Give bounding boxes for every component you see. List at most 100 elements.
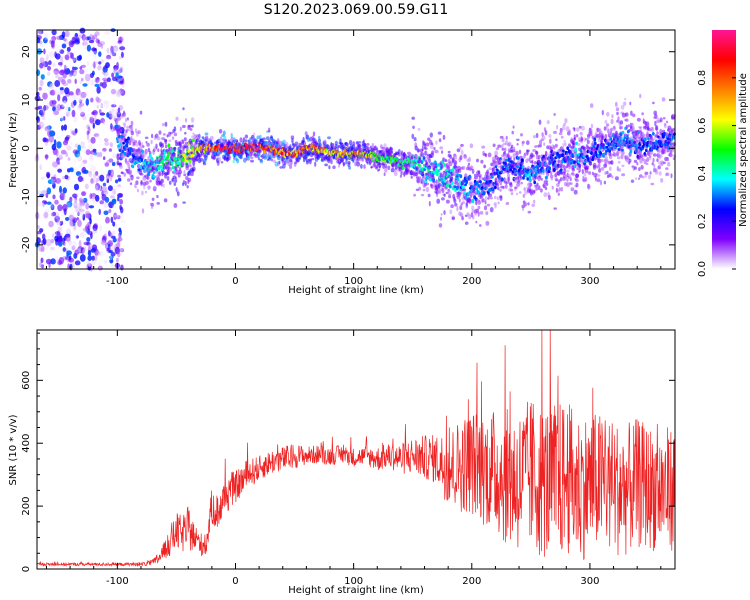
spectrogram-noise-blob — [79, 254, 86, 262]
spectrogram-ridge-halo — [175, 116, 179, 121]
spectrogram-ridge-halo — [363, 164, 366, 169]
spectrogram-ridge-halo — [348, 139, 353, 146]
spectrogram-noise-blob — [92, 62, 97, 69]
spectrogram-ridge-halo — [375, 164, 379, 169]
spectrogram-ridge-halo — [430, 183, 434, 189]
spectrogram-ridge-halo — [625, 118, 629, 122]
spectrogram-noise-blob — [62, 72, 67, 79]
spectrogram-ridge-core — [140, 157, 144, 162]
spectrogram-noise-blob — [66, 145, 72, 151]
spectrogram-noise-blob — [115, 257, 119, 263]
spectrogram-noise-blob — [52, 99, 57, 107]
spectrogram-ridge-halo — [499, 195, 503, 201]
spectrogram-ridge-halo — [585, 165, 590, 170]
spectrogram-ridge-halo — [485, 211, 489, 216]
spectrogram-noise-blob — [58, 154, 63, 160]
spectrogram-noise-blob — [39, 43, 45, 48]
spectrogram-noise-blob — [39, 216, 44, 220]
spectrogram-ridge-halo — [580, 125, 585, 131]
spectrogram-ridge-halo — [460, 143, 464, 147]
spectrogram-noise-blob — [119, 66, 124, 73]
spectrogram-noise-blob — [120, 51, 124, 59]
spectrogram-noise-blob — [67, 168, 71, 173]
spectrogram-ridge-halo — [507, 176, 510, 182]
spectrogram-ridge-halo — [600, 180, 602, 186]
spectrogram-noise-blob — [51, 29, 57, 36]
spectrogram-ridge-core — [127, 136, 130, 141]
spectrogram-ridge-halo — [378, 165, 382, 169]
spectrogram-ridge-halo — [182, 124, 186, 129]
spectrogram-noise-blob — [109, 142, 113, 148]
spectrogram-ridge-halo — [262, 137, 266, 141]
spectrogram-noise-blob — [66, 202, 71, 208]
spectrogram-noise-blob — [78, 95, 82, 101]
spectrogram-noise-blob — [89, 116, 95, 124]
spectrogram-noise-blob — [112, 204, 117, 209]
spectrogram-ridge-halo — [572, 142, 576, 148]
spectrogram-ridge-halo — [557, 192, 560, 196]
spectrogram-noise-blob — [89, 97, 95, 103]
spectrogram-ridge-halo — [516, 143, 519, 146]
spectrogram-ridge-halo — [358, 141, 362, 144]
spectrogram-noise-blob — [60, 114, 64, 121]
spectrogram-ridge-halo — [537, 154, 541, 160]
spectrogram-noise-blob — [84, 40, 89, 48]
spectrogram-noise-blob — [50, 203, 54, 209]
spectrogram-ridge-halo — [525, 149, 530, 153]
spectrogram-ridge-halo — [485, 190, 487, 194]
spectrogram-noise-blob — [90, 78, 95, 86]
spectrogram-ridge-halo — [581, 168, 584, 175]
spectrogram-noise-blob — [72, 209, 76, 213]
spectrogram-ridge-halo — [293, 163, 297, 167]
spectrogram-ridge-halo — [128, 140, 132, 146]
spectrogram-noise-blob — [37, 230, 42, 235]
spectrogram-ridge-core — [176, 160, 180, 165]
spectrogram-ridge-halo — [151, 133, 154, 139]
spectrogram-noise-blob — [81, 92, 86, 98]
spectrogram-ridge-halo — [618, 168, 621, 172]
spectrogram-ridge-halo — [184, 141, 189, 145]
spectrogram-ridge-halo — [610, 118, 614, 125]
spectrogram-noise-blob — [108, 110, 112, 118]
spectrogram-ridge-halo — [317, 138, 322, 143]
spectrogram-noise-blob — [85, 149, 91, 156]
spectrogram-ridge-halo — [471, 205, 475, 211]
spectrogram-ridge-halo — [615, 107, 620, 112]
spectrogram-ridge-halo — [431, 150, 435, 155]
spectrogram-ridge-halo — [268, 127, 271, 133]
spectrogram-noise-blob — [98, 51, 102, 57]
spectrogram-ridge-halo — [551, 185, 554, 190]
spectrogram-noise-blob — [62, 95, 68, 104]
spectrogram-noise-blob — [90, 165, 97, 172]
spectrogram-ridge-halo — [475, 220, 478, 224]
spectrogram-noise-blob — [120, 89, 126, 96]
spectrogram-noise-blob — [93, 99, 96, 107]
spectrogram-ridge-halo — [149, 179, 152, 183]
spectrogram-ridge-halo — [129, 169, 133, 174]
spectrogram-ridge-core — [651, 132, 655, 136]
spectrogram-noise-blob — [62, 140, 69, 146]
spectrogram-noise-blob — [49, 82, 55, 91]
spectrogram-noise-blob — [72, 241, 77, 249]
spectrogram-ridge-halo — [185, 165, 190, 171]
spectrogram-ridge-halo — [477, 200, 482, 205]
spectrogram-ridge-halo — [126, 125, 130, 129]
spectrogram-noise-blob — [45, 138, 50, 143]
spectrogram-ridge-core — [644, 148, 648, 153]
spectrogram-noise-blob — [94, 61, 99, 65]
spectrogram-ridge-halo — [335, 143, 338, 148]
spectrogram-noise-blob — [112, 221, 116, 227]
spectrogram-noise-blob — [51, 176, 56, 180]
spectrogram-noise-blob — [71, 198, 78, 202]
spectrogram-noise-blob — [68, 176, 75, 183]
spectrogram-noise-blob — [102, 147, 107, 152]
spectrogram-ridge-halo — [588, 171, 592, 175]
spectrogram-ridge-halo — [160, 182, 163, 187]
spectrogram-noise-blob — [118, 80, 124, 85]
spectrogram-noise-blob — [47, 179, 54, 184]
spectrogram-ridge-halo — [265, 152, 268, 156]
spectrogram-noise-blob — [87, 144, 94, 152]
spectrogram-noise-blob — [68, 242, 73, 249]
spectrogram-ridge-halo — [440, 216, 442, 221]
spectrogram-ridge-halo — [609, 166, 612, 171]
